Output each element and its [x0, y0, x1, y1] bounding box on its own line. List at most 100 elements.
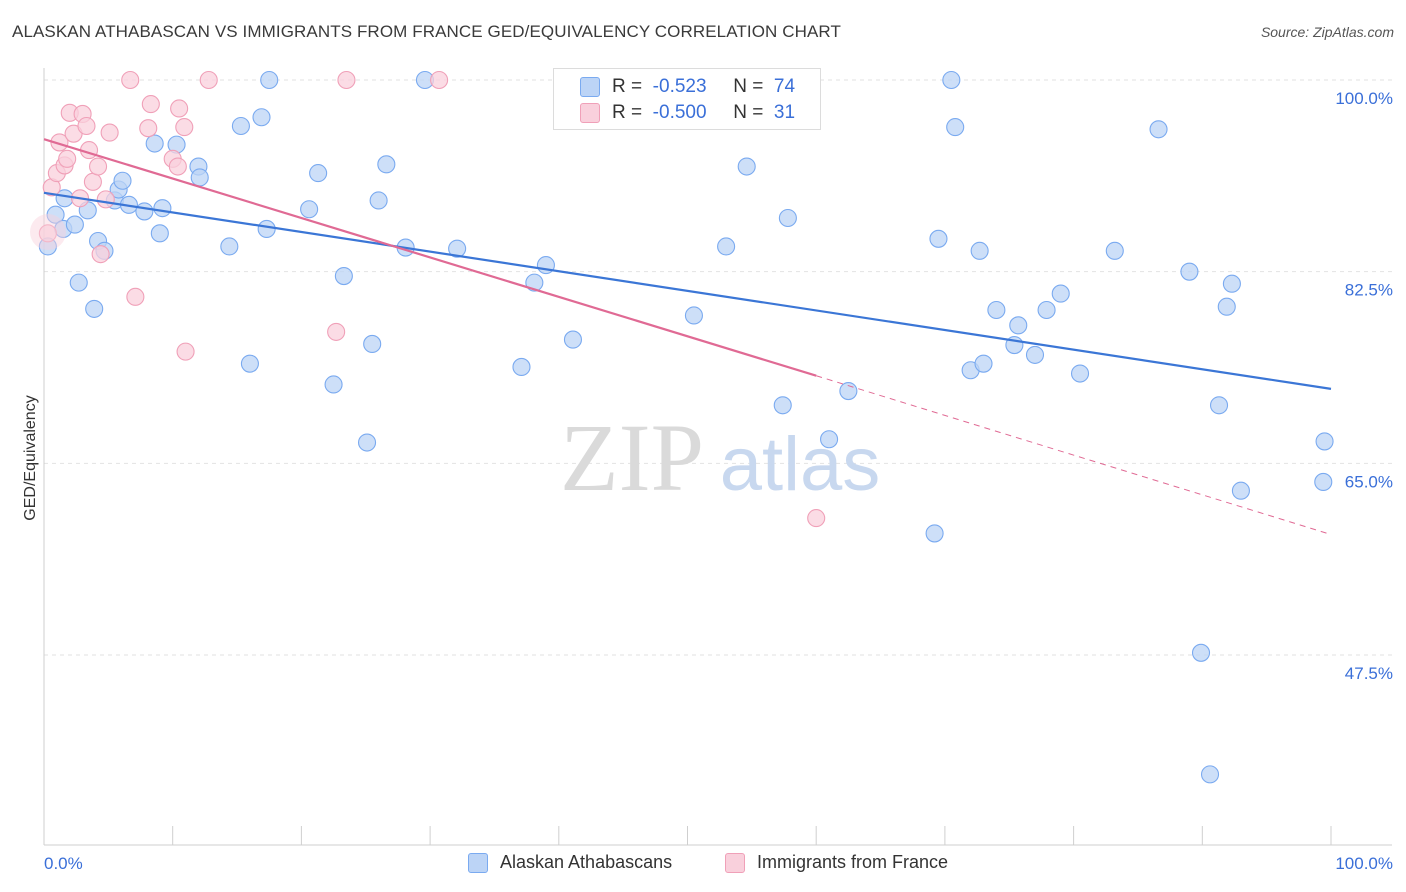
athabascan-point: [1180, 262, 1199, 281]
x-tick-label: 0.0%: [44, 854, 83, 873]
athabascan-point: [324, 375, 343, 394]
legend-swatch-france: [725, 852, 745, 873]
r-label: R =: [612, 102, 643, 123]
athabascan-point: [925, 524, 944, 543]
athabascan-point: [970, 241, 989, 260]
athabascan-point: [69, 273, 88, 292]
athabascan-point: [820, 430, 839, 449]
athabascan-point: [113, 171, 132, 190]
athabascan-trendline: [43, 191, 1332, 390]
watermark-atlas: atlas: [720, 422, 881, 507]
france-point: [199, 70, 218, 90]
athabascan-point: [929, 229, 948, 248]
france-point: [176, 342, 195, 361]
athabascan-point: [1209, 396, 1229, 415]
n-value: 74: [773, 76, 796, 97]
athabascan-point: [369, 191, 388, 210]
athabascan-point: [1070, 364, 1090, 383]
athabascan-point: [257, 219, 276, 239]
athabascan-point: [300, 200, 319, 219]
france-swatch: [580, 103, 600, 123]
athabascan-point: [1025, 345, 1045, 364]
athabascan-point: [1315, 432, 1334, 451]
france-point: [83, 172, 102, 191]
athabascan-point: [334, 266, 353, 286]
france-point: [170, 99, 189, 118]
athabascan-point: [65, 215, 84, 234]
france-point: [337, 70, 356, 90]
athabascan-point: [773, 396, 792, 415]
legend-label: Alaskan Athabascans: [500, 852, 673, 872]
chart-title: ALASKAN ATHABASCAN VS IMMIGRANTS FROM FR…: [12, 22, 841, 41]
athabascan-point: [512, 357, 531, 377]
france-trendline-extension: [816, 375, 1332, 536]
france-point: [126, 287, 145, 306]
athabascan-point: [1314, 472, 1333, 492]
athabascan-point: [1149, 120, 1168, 139]
r-label: R =: [612, 76, 643, 97]
athabascan-point: [220, 237, 239, 256]
chart-source: Source: ZipAtlas.com: [1260, 24, 1394, 40]
france-point: [175, 118, 194, 137]
y-tick-label: 82.5%: [1345, 281, 1393, 300]
france-point: [121, 70, 140, 90]
athabascan-point: [145, 134, 164, 153]
france-point: [139, 119, 158, 138]
stats-row-france: R = -0.500 N = 31: [580, 100, 795, 126]
legend-swatch-athabascans: [468, 852, 488, 873]
athabascan-point: [309, 164, 328, 183]
watermark-zip: ZIP: [560, 404, 704, 511]
r-value: -0.523: [652, 76, 707, 97]
athabascan-point: [1009, 316, 1028, 335]
france-point: [96, 190, 115, 209]
x-tick-label: 100.0%: [1335, 854, 1393, 873]
athabascan-point: [839, 381, 858, 401]
athabascan-point: [1231, 481, 1250, 500]
stats-legend-box: R = -0.523 N = 74 R = -0.500 N = 31: [553, 68, 821, 130]
athabascan-point: [563, 330, 583, 349]
france-point: [58, 149, 77, 168]
athabascan-point: [150, 224, 169, 243]
athabascan-point: [135, 202, 154, 221]
athabascan-point: [684, 306, 703, 325]
r-value: -0.500: [652, 102, 707, 123]
athabascan-point: [1191, 643, 1211, 662]
france-point: [38, 224, 57, 243]
france-point: [77, 116, 96, 136]
y-tick-label: 47.5%: [1345, 664, 1393, 683]
athabascan-point: [987, 300, 1006, 320]
athabascan-point: [363, 334, 382, 354]
france-point: [50, 133, 69, 152]
legend-label: Immigrants from France: [757, 852, 949, 872]
athabascan-point: [737, 157, 756, 176]
athabascan-point: [1200, 765, 1220, 784]
athabascan-point: [46, 205, 65, 224]
france-point: [807, 509, 826, 528]
athabascan-point: [717, 237, 736, 256]
athabascan-point: [448, 239, 467, 258]
france-point: [141, 95, 160, 114]
france-trendline: [43, 138, 817, 377]
y-axis-label: GED/Equivalency: [22, 395, 39, 520]
n-label: N =: [733, 102, 764, 123]
athabascan-point: [946, 118, 965, 137]
athabascan-point: [260, 70, 279, 90]
athabascan-point: [252, 108, 271, 127]
athabascan-point: [942, 70, 961, 90]
athabascan-point: [1222, 274, 1241, 293]
n-label: N =: [733, 76, 764, 97]
athabascan-point: [231, 116, 250, 136]
athabascan-point: [1105, 241, 1124, 260]
france-point: [168, 157, 187, 176]
france-point: [430, 70, 449, 90]
athabascan-point: [85, 299, 104, 318]
y-tick-label: 100.0%: [1335, 89, 1393, 108]
athabascan-point: [357, 433, 377, 452]
legend-item-athabascans: Alaskan Athabascans: [468, 852, 672, 873]
y-tick-label: 65.0%: [1345, 472, 1393, 491]
france-point: [100, 123, 119, 142]
stats-row-athabascan: R = -0.523 N = 74: [580, 74, 795, 100]
france-point: [327, 322, 346, 341]
athabascan-point: [1217, 297, 1236, 316]
